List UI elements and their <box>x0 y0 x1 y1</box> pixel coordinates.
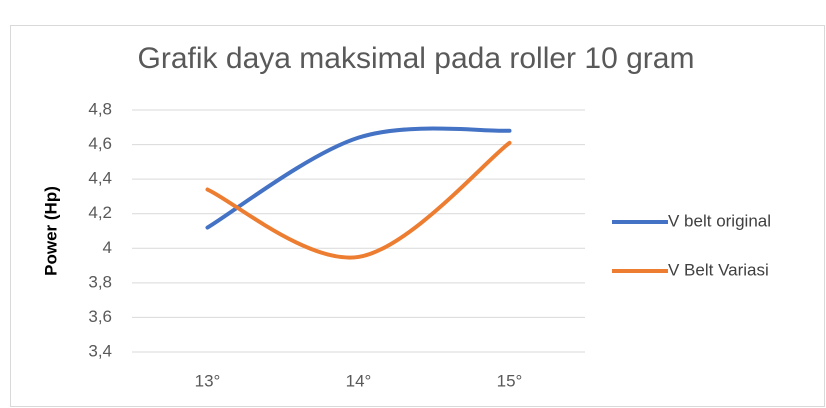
y-axis-label: Power (Hp) <box>41 186 60 276</box>
y-tick-label: 4,6 <box>88 134 112 153</box>
y-tick-label: 4 <box>103 238 112 257</box>
y-tick-label: 3,4 <box>88 341 112 360</box>
chart-frame <box>10 25 825 407</box>
y-tick-label: 4,8 <box>88 99 112 118</box>
chart-title: Grafik daya maksimal pada roller 10 gram <box>138 42 695 75</box>
y-tick-label: 3,8 <box>88 272 112 291</box>
y-tick-label: 3,6 <box>88 307 112 326</box>
y-tick-label: 4,4 <box>88 169 112 188</box>
x-tick-label: 13° <box>195 371 221 390</box>
series-line <box>205 140 512 260</box>
legend-label: V Belt Variasi <box>668 260 769 279</box>
legend-label: V belt original <box>668 211 771 230</box>
x-tick-label: 14° <box>346 371 372 390</box>
y-tick-label: 4,2 <box>88 203 112 222</box>
series-line <box>205 126 512 230</box>
x-tick-label: 15° <box>497 371 523 390</box>
